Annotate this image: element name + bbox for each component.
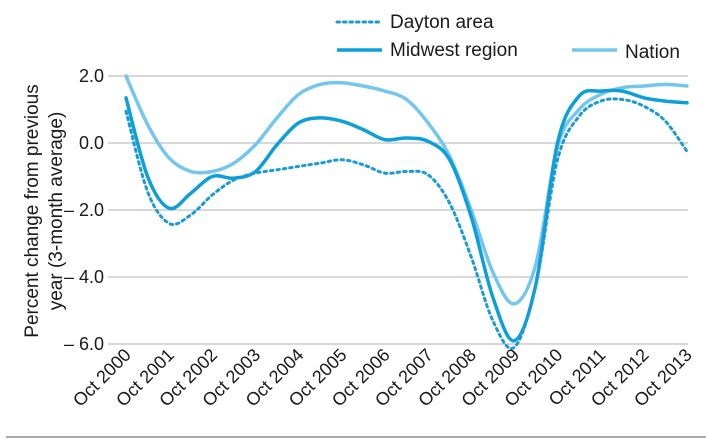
legend-label-midwest-region: Midwest region	[390, 40, 518, 61]
legend-label-dayton-area: Dayton area	[390, 12, 494, 33]
y-axis-label-line-1: Percent change from previous	[22, 84, 43, 337]
y-tick-label: 2.0	[79, 66, 104, 86]
y-tick-label: – 2.0	[64, 200, 104, 220]
y-tick-label: – 4.0	[64, 267, 104, 287]
series-lines	[124, 74, 689, 351]
series-line-dayton-area	[124, 97, 689, 351]
y-tick-label: – 6.0	[64, 334, 104, 354]
y-tick-label: 0.0	[79, 133, 104, 153]
gridlines	[108, 75, 688, 345]
legend: Dayton area Midwest region Nation	[335, 12, 680, 63]
y-axis-label-line-2: year (3-month average)	[46, 112, 67, 311]
series-line-nation	[124, 74, 689, 306]
y-tick-labels: 2.0 0.0 – 2.0 – 4.0 – 6.0	[64, 66, 104, 354]
series-line-midwest-region	[124, 88, 689, 343]
legend-label-nation: Nation	[625, 42, 680, 63]
y-axis-label: Percent change from previous year (3-mon…	[22, 84, 67, 337]
